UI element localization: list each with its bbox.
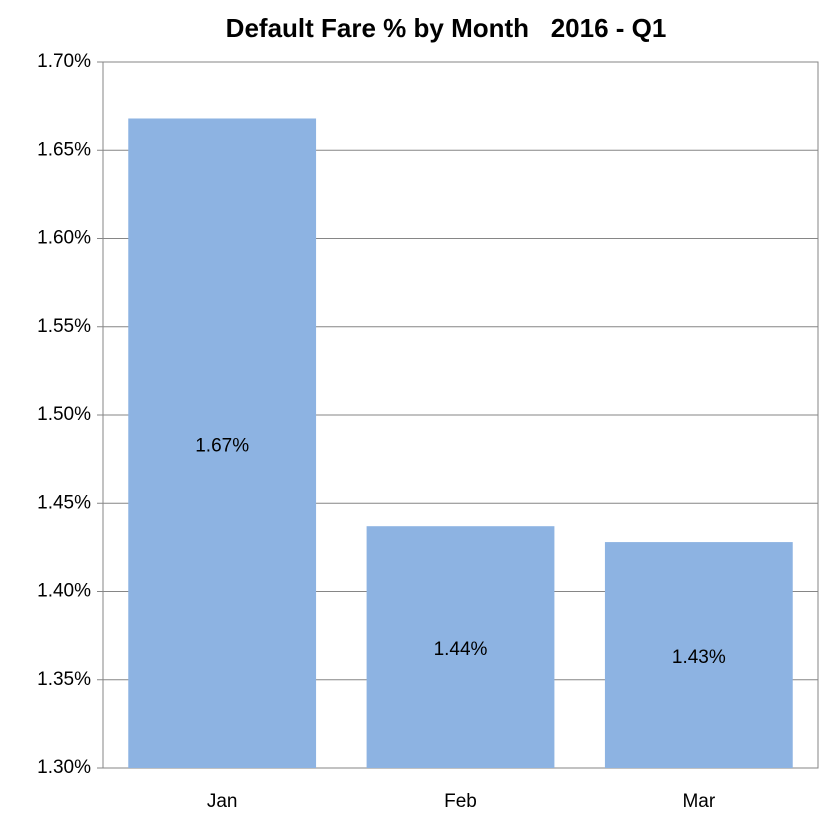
y-tick-label: 1.55% bbox=[37, 316, 91, 337]
x-tick-label: Mar bbox=[682, 791, 715, 812]
data-label: 1.43% bbox=[672, 647, 726, 668]
bar bbox=[366, 526, 555, 768]
y-tick-label: 1.65% bbox=[37, 139, 91, 160]
data-label: 1.67% bbox=[195, 435, 249, 456]
chart-title: Default Fare % by Month 2016 - Q1 bbox=[226, 13, 667, 43]
x-tick-label: Jan bbox=[207, 791, 238, 812]
x-tick-label: Feb bbox=[444, 791, 477, 812]
y-tick-label: 1.60% bbox=[37, 228, 91, 249]
y-tick-label: 1.50% bbox=[37, 404, 91, 425]
y-tick-label: 1.45% bbox=[37, 492, 91, 513]
y-tick-label: 1.35% bbox=[37, 669, 91, 690]
bar bbox=[128, 118, 317, 769]
bar bbox=[604, 542, 793, 768]
data-label: 1.44% bbox=[434, 639, 488, 660]
y-tick-label: 1.30% bbox=[37, 757, 91, 778]
y-tick-label: 1.40% bbox=[37, 581, 91, 602]
y-tick-label: 1.70% bbox=[37, 51, 91, 72]
